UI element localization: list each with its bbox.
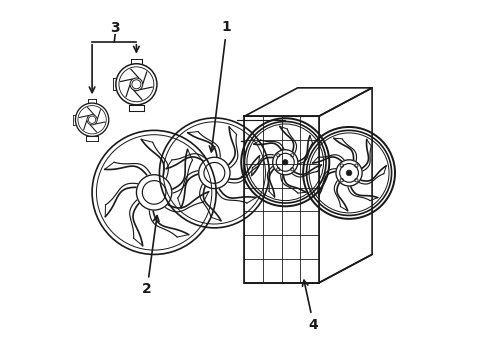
Circle shape xyxy=(346,170,351,176)
Text: 3: 3 xyxy=(110,21,120,35)
Text: 1: 1 xyxy=(209,20,231,152)
Circle shape xyxy=(282,159,287,165)
Text: 4: 4 xyxy=(302,280,318,332)
Text: 2: 2 xyxy=(142,216,159,296)
